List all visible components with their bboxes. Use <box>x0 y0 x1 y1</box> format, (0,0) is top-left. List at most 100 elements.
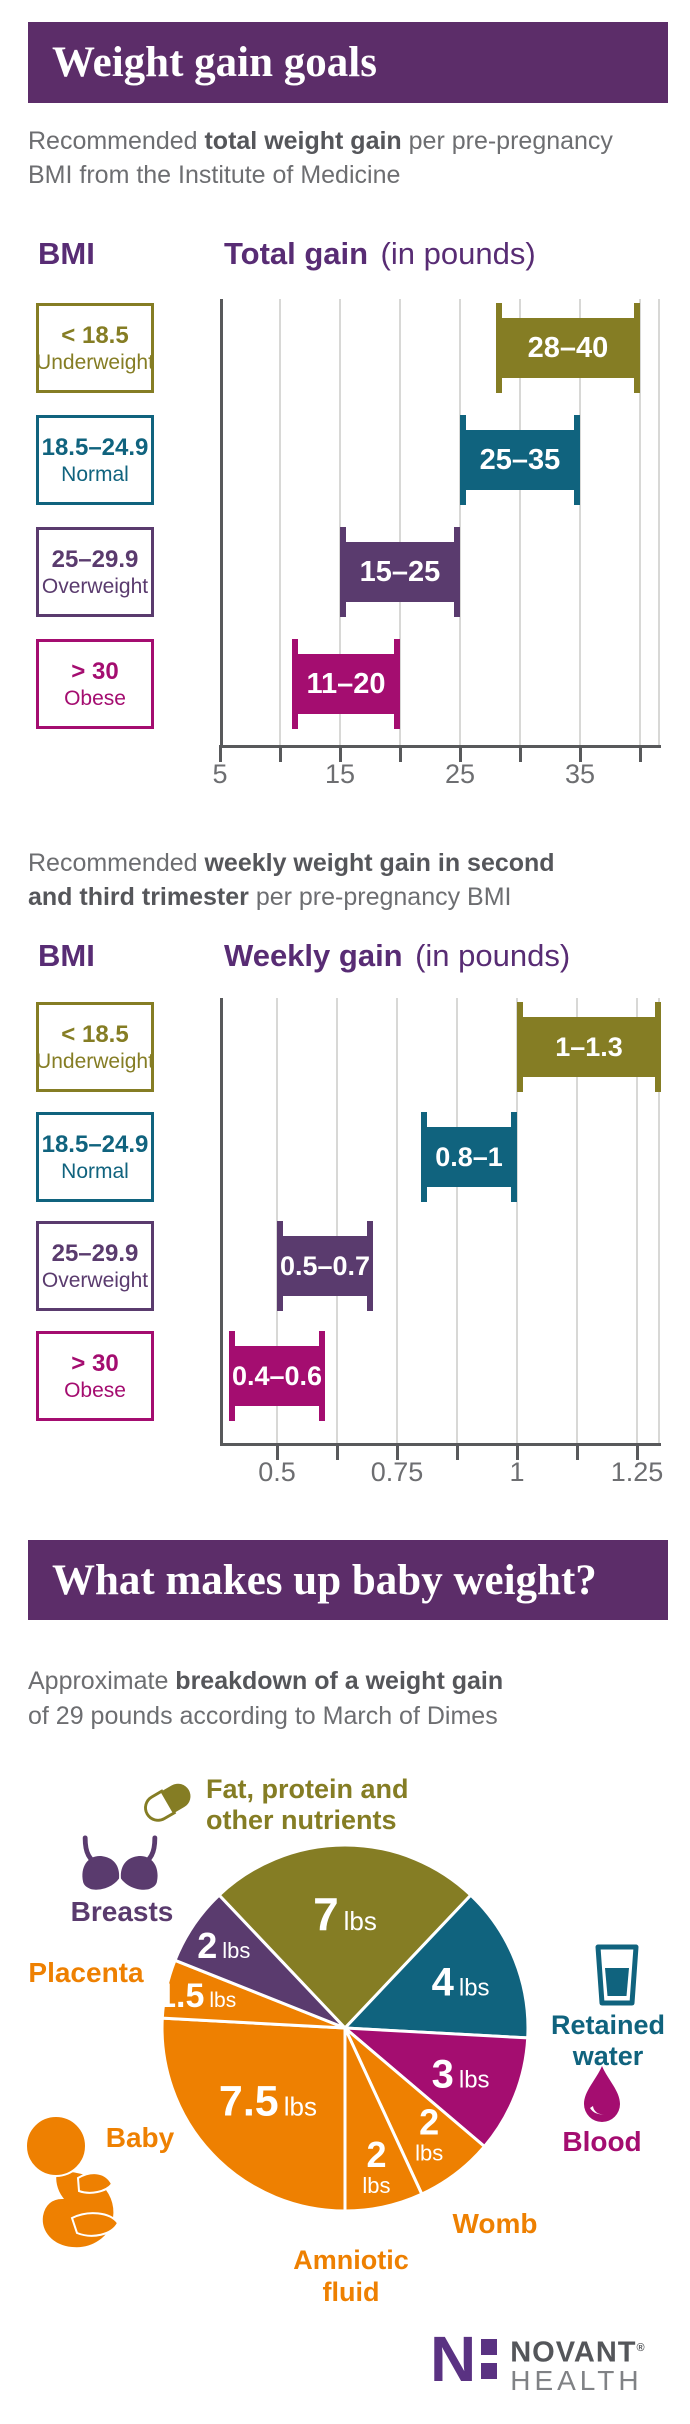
section1-intro: Recommended total weight gain per pre-pr… <box>28 127 613 189</box>
range-bar-label: 0.5–0.7 <box>279 1251 371 1281</box>
range-bar <box>460 430 580 490</box>
baby-label: Baby <box>105 2122 175 2153</box>
pie-slice-value-label: 2 lbs <box>415 2102 443 2166</box>
bmi-range-text: 18.5–24.9 <box>41 434 149 461</box>
chart1-title-main: Total gain <box>224 236 369 271</box>
logo-square-top <box>481 2339 498 2355</box>
pie-slice-value-label: 1.5 lbs <box>157 1977 236 2015</box>
pie-slice <box>343 1893 530 2040</box>
bmi-range-text: < 18.5 <box>61 1021 129 1048</box>
gridline <box>339 299 341 745</box>
axis-tick-label: 1.25 <box>610 1457 664 1487</box>
gridline <box>579 299 581 745</box>
axis-tick <box>276 1443 279 1460</box>
bmi-category-text: Underweight <box>36 1050 154 1073</box>
section3-title: What makes up baby weight? <box>52 1556 597 1604</box>
chart1-bmi-heading: BMI <box>38 236 95 271</box>
range-bar <box>277 1236 373 1296</box>
bmi-range-text: 18.5–24.9 <box>41 1131 149 1158</box>
pie-slice-value-label: 2 lbs <box>197 1925 250 1966</box>
pie-slice-value-label: 7.5 lbs <box>219 2078 317 2126</box>
logo-square-bottom <box>481 2363 498 2379</box>
bmi-range-text: > 30 <box>71 1350 119 1377</box>
pie-slice-value-label: 2 lbs <box>362 2134 390 2198</box>
bmi-category-box: 18.5–24.9 Normal <box>36 415 154 505</box>
axis-tick <box>336 1443 339 1460</box>
axis-tick-label: 1 <box>509 1457 525 1487</box>
axis-tick <box>459 745 462 762</box>
logo-colon-mark <box>481 2339 498 2379</box>
bmi-range-text: 25–29.9 <box>51 1240 139 1267</box>
bmi-category-text: Obese <box>64 1379 126 1402</box>
axis-tick <box>279 745 282 762</box>
axis-tick-label: 35 <box>564 759 596 789</box>
pie-slice-value-label: 4 lbs <box>432 1961 490 2005</box>
range-bar <box>517 1017 661 1077</box>
bmi-category-box: > 30 Obese <box>36 639 154 729</box>
bmi-category-text: Underweight <box>36 351 154 374</box>
range-bar-label: 15–25 <box>359 556 441 588</box>
bmi-category-text: Overweight <box>41 1269 149 1292</box>
pie-chart: 7 lbs 4 lbs 3 lbs 2 lbs 2 lbs 7.5 lbs 1.5 lbs 2 lbs <box>157 1843 530 2213</box>
pie-slice <box>173 1893 347 2030</box>
range-bar <box>292 654 400 714</box>
bmi-category-text: Overweight <box>41 575 149 598</box>
x-axis-line <box>220 745 661 748</box>
bmi-category-text: Normal <box>61 463 129 486</box>
range-bar <box>421 1127 517 1187</box>
bmi-category-box: 25–29.9 Overweight <box>36 1221 154 1311</box>
axis-tick-label: 25 <box>444 759 476 789</box>
gridline <box>396 998 398 1443</box>
bmi-range-text: > 30 <box>71 658 119 685</box>
bmi-category-box: < 18.5 Underweight <box>36 303 154 393</box>
range-bar <box>229 1346 325 1406</box>
bmi-category-text: Normal <box>61 1160 129 1183</box>
bra-icon <box>82 1835 158 1890</box>
bmi-category-box: > 30 Obese <box>36 1331 154 1421</box>
x-axis-line <box>220 1443 661 1446</box>
blood-drop-icon <box>584 2066 620 2122</box>
pill-icon <box>144 1783 191 1822</box>
pie-slice <box>217 1843 473 2030</box>
gridline <box>456 998 458 1443</box>
womb-label: Womb <box>452 2208 538 2239</box>
gridline <box>658 998 660 1443</box>
breasts-label: Breasts <box>70 1896 174 1927</box>
logo-n-mark: N <box>430 2323 476 2395</box>
range-bar-label: 0.4–0.6 <box>231 1361 323 1391</box>
logo-registered-mark: ® <box>636 2342 646 2354</box>
axis-tick-label: 15 <box>324 759 356 789</box>
chart1-title-note: (in pounds) <box>380 236 536 271</box>
bmi-category-box: 25–29.9 Overweight <box>36 527 154 617</box>
axis-tick <box>636 1443 639 1460</box>
axis-tick <box>219 745 222 762</box>
range-bar-label: 11–20 <box>306 668 386 700</box>
axis-tick <box>519 745 522 762</box>
axis-tick <box>579 745 582 762</box>
blood-label: Blood <box>562 2126 642 2157</box>
logo-sub: HEALTH <box>510 2364 643 2396</box>
axis-tick-label: 0.75 <box>370 1457 424 1487</box>
axis-tick <box>339 745 342 762</box>
range-bar <box>496 318 640 378</box>
water-glass-icon <box>595 1944 639 2006</box>
range-bar <box>340 542 460 602</box>
axis-tick <box>396 1443 399 1460</box>
bmi-range-text: < 18.5 <box>61 322 129 349</box>
bmi-range-text: 25–29.9 <box>51 546 139 573</box>
bmi-category-text: Obese <box>64 687 126 710</box>
logo-name: NOVANT® <box>510 2335 645 2367</box>
axis-tick-label: 5 <box>212 759 228 789</box>
section3-banner: What makes up baby weight? <box>28 1540 668 1620</box>
logo-text: NOVANT® HEALTH <box>510 2335 645 2394</box>
pie-slice <box>160 2016 347 2213</box>
range-bar-label: 28–40 <box>527 332 609 364</box>
bmi-category-box: < 18.5 Underweight <box>36 1002 154 1092</box>
fetus-icon <box>25 2115 120 2250</box>
section3-intro: Approximate breakdown of a weight gain of… <box>28 1667 504 1730</box>
axis-tick-label: 0.5 <box>258 1457 296 1487</box>
gridline <box>658 299 660 745</box>
section1-banner: Weight gain goals <box>28 22 668 103</box>
retained-water-label: Retained water <box>550 2010 666 2071</box>
